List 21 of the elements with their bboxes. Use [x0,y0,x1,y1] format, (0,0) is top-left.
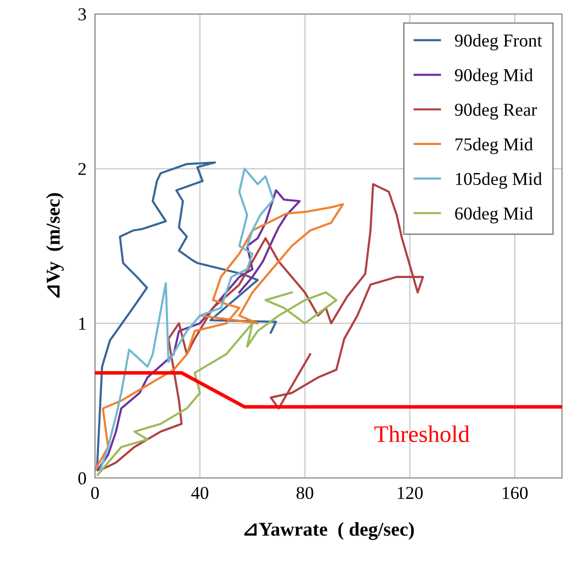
y-tick-label: 3 [78,8,86,20]
legend-label: 90deg Front [454,34,542,50]
legend-label: 60deg Mid [455,206,533,224]
x-tick-label: 160 [502,486,528,500]
y-tick-label: 1 [79,318,86,330]
line-series [96,189,301,472]
line-series [95,203,344,472]
legend-label: 105deg Mid [456,172,542,189]
x-tick-label: 40 [191,486,208,500]
y-tick-label: 0 [78,472,86,484]
legend-label: 90deg Rear [454,103,537,120]
legend-label: 90deg Mid [454,68,533,85]
y-axis-title: ⊿Vy (m/sec) [46,193,64,298]
legend-label: 75deg Mid [456,138,533,154]
x-tick-label: 80 [296,486,314,500]
annotation: Threshold [374,426,470,442]
x-tick-label: 0 [91,486,99,500]
line-series [96,291,338,476]
x-axis-title: ⊿Yawrate ( deg/sec) [244,522,414,540]
y-tick-label: 2 [78,162,86,175]
x-tick-label: 120 [398,486,423,500]
